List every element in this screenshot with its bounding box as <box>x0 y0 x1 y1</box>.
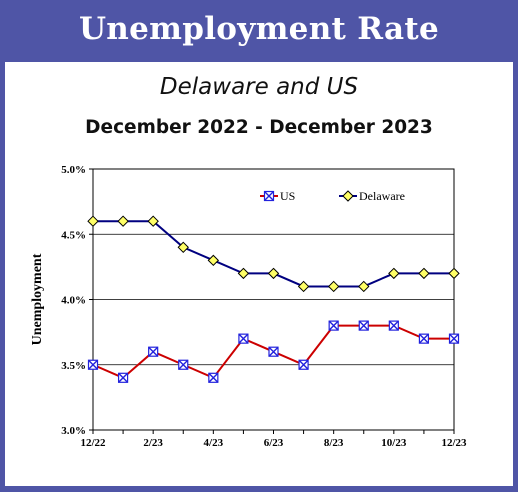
data-point <box>178 359 189 370</box>
data-point <box>297 280 310 293</box>
series-us <box>87 320 460 383</box>
x-tick-label: 12/23 <box>441 437 467 449</box>
legend-item-us: US <box>260 189 295 203</box>
point-cross <box>388 320 399 331</box>
point-cross <box>298 359 309 370</box>
data-point <box>388 267 400 280</box>
data-point <box>448 267 460 280</box>
data-point <box>177 241 189 254</box>
data-point <box>87 215 99 227</box>
chart-subtitle: Delaware and US <box>159 74 359 100</box>
data-point <box>238 333 249 344</box>
line-chart: 5.0% 4.5% 4.0% 3.5% 3.0%12/22 2/23 4/23 6/23 8/2… <box>30 164 467 449</box>
series-group <box>87 215 460 383</box>
data-point <box>298 359 309 370</box>
x-tick-label: 6/23 <box>264 437 284 449</box>
point-cross <box>148 346 159 357</box>
point-cross <box>88 359 98 370</box>
data-point <box>263 190 275 202</box>
y-tick-label: 3.5% <box>61 360 86 372</box>
point-cross <box>264 191 274 201</box>
chart-panel: Delaware and US December 2022 - December… <box>5 62 513 486</box>
data-point <box>267 267 280 280</box>
legend: US Delaware <box>260 189 405 203</box>
x-tick-label: 12/22 <box>80 437 106 449</box>
page-title: Unemployment Rate <box>78 11 440 47</box>
chart-period: December 2022 - December 2023 <box>85 117 433 138</box>
series-delaware <box>87 215 460 293</box>
point-cross <box>328 320 339 331</box>
point-cross <box>178 359 189 370</box>
data-point <box>117 372 129 383</box>
data-point <box>358 320 369 331</box>
data-point <box>208 372 219 383</box>
axis-ticks: 5.0% 4.5% 4.0% 3.5% 3.0%12/22 2/23 4/23 6/23 8/2… <box>61 164 467 449</box>
point-cross <box>238 333 249 344</box>
point-cross <box>449 333 459 344</box>
data-point <box>237 267 250 280</box>
data-point <box>327 280 340 293</box>
data-point <box>358 280 370 293</box>
gridlines <box>93 233 454 366</box>
y-tick-label: 5.0% <box>61 164 86 176</box>
x-tick-label: 10/23 <box>381 437 407 449</box>
y-tick-label: 4.5% <box>61 229 86 241</box>
x-tick-label: 2/23 <box>143 437 163 449</box>
data-point <box>87 359 99 370</box>
legend-item-delaware: Delaware <box>339 189 405 203</box>
data-point <box>388 320 399 331</box>
point-cross <box>358 320 369 331</box>
x-tick-label: 4/23 <box>204 437 224 449</box>
data-point <box>418 333 430 344</box>
header-banner: Unemployment Rate <box>0 0 518 58</box>
x-tick-label: 8/23 <box>324 437 344 449</box>
data-point <box>147 215 159 227</box>
data-point <box>328 320 339 331</box>
data-point <box>342 190 354 202</box>
data-point <box>117 215 129 227</box>
y-axis-title: Unemployment <box>30 253 45 345</box>
data-point <box>148 346 159 357</box>
data-point <box>448 333 460 344</box>
point-cross <box>208 372 219 383</box>
data-point <box>268 346 279 357</box>
y-tick-label: 3.0% <box>61 425 86 437</box>
legend-label: US <box>280 189 295 203</box>
y-tick-label: 4.0% <box>61 295 86 307</box>
point-cross <box>118 372 129 383</box>
legend-label: Delaware <box>359 189 405 203</box>
point-cross <box>268 346 279 357</box>
data-point <box>418 267 430 280</box>
data-point <box>207 254 220 267</box>
point-cross <box>418 333 429 344</box>
